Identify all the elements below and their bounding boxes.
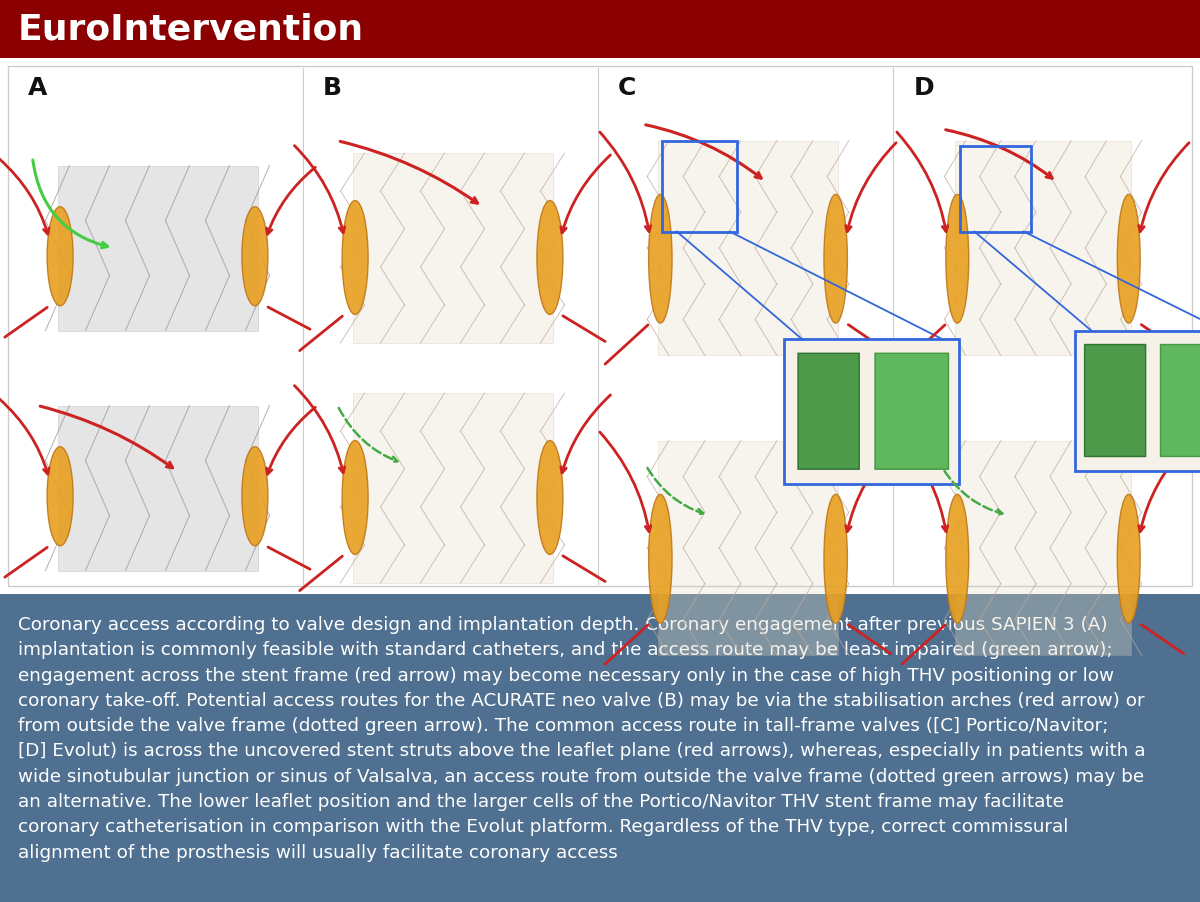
Bar: [58, 406, 258, 570]
Bar: [955, 141, 1132, 355]
Ellipse shape: [1117, 194, 1140, 323]
Bar: [8, 66, 1192, 586]
Ellipse shape: [47, 207, 73, 306]
Bar: [1075, 330, 1200, 471]
Text: C: C: [618, 76, 636, 100]
Ellipse shape: [824, 194, 847, 323]
Bar: [0, 0, 1200, 58]
Text: D: D: [914, 76, 935, 100]
Ellipse shape: [824, 494, 847, 623]
Ellipse shape: [649, 194, 672, 323]
FancyBboxPatch shape: [1085, 345, 1146, 456]
Text: A: A: [28, 76, 47, 100]
Bar: [0, 594, 1200, 902]
Bar: [0, 58, 1200, 594]
Text: B: B: [323, 76, 342, 100]
Ellipse shape: [536, 200, 563, 315]
Bar: [960, 146, 1031, 232]
Ellipse shape: [946, 194, 968, 323]
Bar: [658, 441, 838, 655]
Bar: [353, 393, 552, 583]
Ellipse shape: [47, 446, 73, 546]
FancyBboxPatch shape: [875, 354, 948, 469]
Ellipse shape: [242, 446, 268, 546]
Ellipse shape: [1117, 494, 1140, 623]
Ellipse shape: [242, 207, 268, 306]
FancyBboxPatch shape: [798, 354, 859, 469]
Text: EuroIntervention: EuroIntervention: [18, 12, 364, 46]
Bar: [353, 153, 552, 343]
Ellipse shape: [649, 494, 672, 623]
Ellipse shape: [536, 440, 563, 555]
Bar: [661, 141, 737, 232]
Bar: [784, 339, 959, 483]
Bar: [58, 165, 258, 330]
Text: Coronary access according to valve design and implantation depth. Coronary engag: Coronary access according to valve desig…: [18, 616, 1146, 861]
Bar: [955, 441, 1132, 655]
FancyBboxPatch shape: [1160, 345, 1200, 456]
Bar: [658, 141, 838, 355]
Ellipse shape: [342, 200, 368, 315]
Ellipse shape: [946, 494, 968, 623]
Ellipse shape: [342, 440, 368, 555]
